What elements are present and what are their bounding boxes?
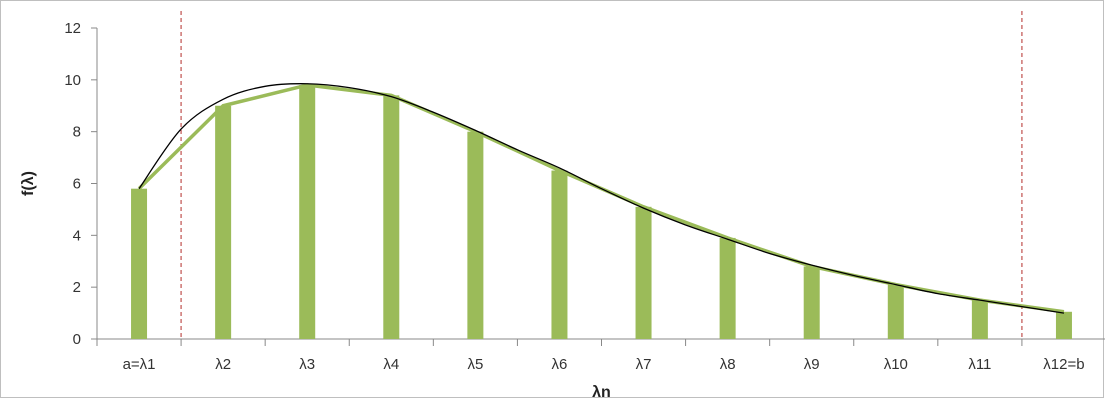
- labels-layer: 0 2 4 6 8 10 12 a=λ1 λ2 λ3 λ4 λ5 λ6 λ7 λ8 λ9 λ10 λ11 λ12=b: [64, 20, 1084, 373]
- x-tick-label: λ7: [636, 356, 652, 373]
- bar: [971, 300, 988, 339]
- bar: [719, 237, 736, 339]
- x-tick-label: a=λ1: [123, 356, 156, 373]
- density-curve: [138, 83, 1065, 314]
- axes-layer: [91, 27, 1105, 346]
- bar: [383, 95, 400, 339]
- bar: [635, 206, 652, 339]
- y-tick-label: 2: [73, 279, 81, 296]
- y-tick-label: 12: [64, 20, 81, 37]
- x-tick-label: λ2: [215, 356, 231, 373]
- y-tick-label: 10: [64, 72, 81, 89]
- bar: [803, 266, 820, 339]
- bar: [551, 170, 568, 339]
- x-tick-label: λ3: [299, 356, 315, 373]
- x-tick-label: λ8: [720, 356, 736, 373]
- x-axis-title: λn: [592, 384, 611, 400]
- bar: [299, 85, 316, 340]
- lines-layer: [137, 11, 1065, 339]
- y-tick-label: 0: [73, 331, 81, 348]
- bars-layer: [131, 85, 1072, 340]
- x-tick-label: λ4: [383, 356, 399, 373]
- x-tick-label: λ6: [552, 356, 568, 373]
- bar: [131, 188, 148, 339]
- bar: [887, 284, 904, 339]
- bar: [1055, 311, 1072, 339]
- step-line-series: [137, 83, 1065, 314]
- x-tick-label: λ12=b: [1043, 356, 1084, 373]
- y-tick-label: 4: [73, 227, 81, 244]
- y-tick-label: 6: [73, 176, 81, 193]
- bar: [467, 131, 484, 339]
- bar: [215, 105, 232, 339]
- y-axis-title: f(λ): [20, 171, 37, 196]
- x-tick-label: λ11: [968, 356, 991, 373]
- y-tick-label: 8: [73, 124, 81, 141]
- x-tick-label: λ9: [804, 356, 820, 373]
- x-tick-label: λ10: [884, 356, 908, 373]
- x-tick-label: λ5: [467, 356, 483, 373]
